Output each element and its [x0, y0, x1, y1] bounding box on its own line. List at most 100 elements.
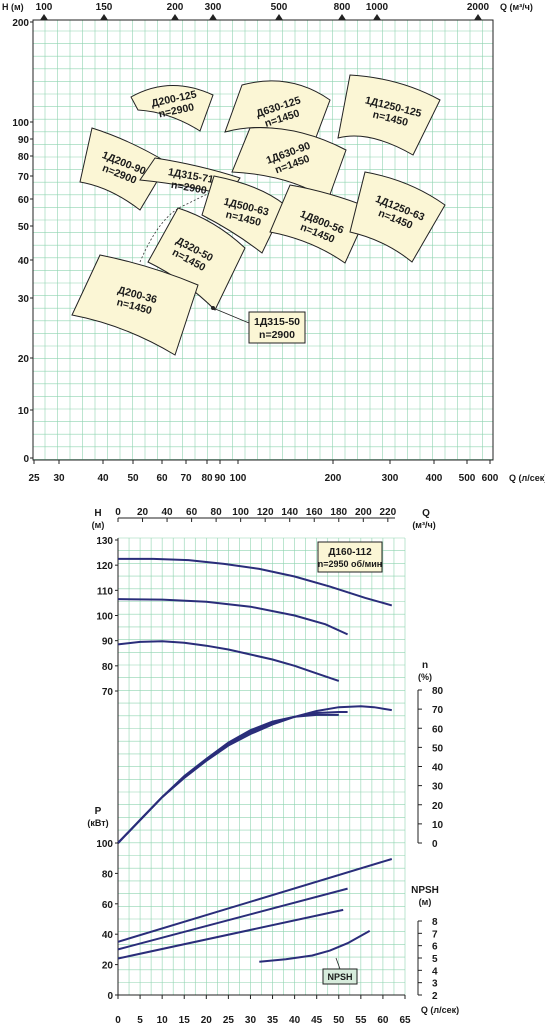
perf-bottom-tick-label: 25: [223, 1015, 235, 1024]
pump-region: [79, 127, 169, 211]
map-y-tick-label: 90: [18, 135, 30, 146]
perf-bottom-tick-label: 30: [245, 1015, 257, 1024]
head-tick-label: 130: [96, 536, 113, 547]
callout-box: [248, 311, 306, 344]
map-bottom-tick-label: 600: [482, 473, 499, 484]
map-top-tick-label: 200: [167, 2, 184, 13]
map-y-tick-label: 100: [12, 118, 29, 129]
perf-title-box: [317, 541, 383, 573]
power-tick-label: 60: [102, 900, 114, 911]
efficiency-tick-label: 20: [432, 801, 444, 812]
perf-bottom-tick-label: 55: [355, 1015, 367, 1024]
map-bottom-tick-label: 400: [426, 473, 443, 484]
perf-bottom-tick-label: 40: [289, 1015, 301, 1024]
map-bottom-axis-title: Q (л/сек): [509, 473, 545, 483]
map-bottom-tick-label: 300: [382, 473, 399, 484]
perf-top-axis-unit: (м³/ч): [412, 520, 435, 530]
map-top-tick-marker: [275, 14, 283, 20]
perf-bottom-tick-label: 65: [399, 1015, 411, 1024]
map-top-tick-marker: [373, 14, 381, 20]
pump-region: [349, 171, 446, 263]
perf-bottom-tick-label: 45: [311, 1015, 323, 1024]
map-y-axis-title: H (м): [2, 2, 24, 12]
map-top-tick-marker: [338, 14, 346, 20]
npsh-tick-label: 4: [432, 966, 438, 977]
map-y-tick-label: 40: [18, 256, 30, 267]
perf-bottom-tick-label: 15: [179, 1015, 191, 1024]
power-axis-unit: (кВт): [87, 818, 108, 828]
npsh-label: NPSH: [327, 972, 352, 982]
map-y-tick-label: 20: [18, 354, 30, 365]
head-tick-label: 70: [102, 687, 114, 698]
npsh-tick-label: 7: [432, 929, 438, 940]
perf-top-tick-label: 220: [379, 507, 396, 518]
head-tick-label: 90: [102, 637, 114, 648]
map-y-tick-label: 80: [18, 152, 30, 163]
map-top-tick-label: 500: [271, 2, 288, 13]
power-tick-label: 80: [102, 869, 114, 880]
perf-top-tick-label: 60: [186, 507, 198, 518]
perf-bottom-tick-label: 35: [267, 1015, 279, 1024]
efficiency-axis-unit: (%): [418, 672, 432, 682]
perf-bottom-tick-label: 5: [137, 1015, 143, 1024]
pump-region: [71, 254, 199, 356]
map-top-tick-marker: [100, 14, 108, 20]
perf-top-tick-label: 140: [281, 507, 298, 518]
efficiency-curve: [117, 713, 339, 844]
perf-subtitle: n=2950 об/мин: [318, 559, 382, 569]
callout-speed: n=2900: [259, 329, 295, 341]
power-curve: [117, 858, 393, 943]
perf-top-tick-label: 120: [257, 507, 274, 518]
head-curve: [118, 557, 393, 607]
map-y-tick-label: 0: [23, 454, 29, 465]
map-bottom-tick-label: 500: [459, 473, 476, 484]
map-bottom-tick-label: 100: [230, 473, 247, 484]
perf-bottom-tick-label: 0: [115, 1015, 121, 1024]
map-top-tick-label: 300: [205, 2, 222, 13]
map-dashed-boundary: [139, 179, 239, 263]
pump-region: [337, 74, 441, 156]
perf-top-tick-label: 80: [211, 507, 223, 518]
perf-top-tick-label: 20: [137, 507, 149, 518]
pump-region: [130, 85, 214, 132]
perf-top-tick-label: 100: [232, 507, 249, 518]
efficiency-tick-label: 60: [432, 724, 444, 735]
pump-region: [147, 207, 246, 311]
perf-bottom-axis-title: Q (л/сек): [421, 1005, 459, 1015]
map-top-tick-marker: [40, 14, 48, 20]
perf-bottom-tick-label: 10: [157, 1015, 169, 1024]
map-y-tick-label: 10: [18, 406, 30, 417]
npsh-tick-label: 3: [432, 979, 438, 990]
perf-top-tick-label: 160: [306, 507, 323, 518]
map-y-tick-label: 50: [18, 222, 30, 233]
map-bottom-tick-label: 40: [97, 473, 109, 484]
map-bottom-tick-label: 50: [127, 473, 139, 484]
head-axis-title: H: [94, 508, 101, 519]
perf-bottom-tick-label: 50: [333, 1015, 345, 1024]
map-top-tick-label: 100: [36, 2, 53, 13]
npsh-axis-unit: (м): [419, 897, 432, 907]
callout-leader: [212, 307, 250, 324]
map-bottom-tick-label: 60: [156, 473, 168, 484]
perf-top-tick-label: 40: [161, 507, 173, 518]
map-y-tick-label: 70: [18, 172, 30, 183]
perf-top-tick-label: 200: [355, 507, 372, 518]
npsh-label-leader: [335, 957, 341, 970]
head-tick-label: 100: [96, 612, 113, 623]
efficiency-tick-label: 70: [432, 705, 444, 716]
map-top-tick-label: 150: [96, 2, 113, 13]
npsh-tick-label: 2: [432, 991, 438, 1002]
power-curve: [117, 887, 348, 951]
head-tick-label: 80: [102, 662, 114, 673]
map-bottom-tick-label: 200: [325, 473, 342, 484]
perf-top-axis-title: Q: [422, 508, 430, 519]
power-tick-label: 40: [102, 930, 114, 941]
power-tick-label: 0: [107, 991, 113, 1002]
efficiency-tick-label: 0: [432, 839, 438, 850]
map-y-tick-label: 60: [18, 195, 30, 206]
map-bottom-tick-label: 70: [180, 473, 192, 484]
callout-name: 1Д315-50: [254, 316, 300, 328]
map-bottom-tick-label: 90: [214, 473, 226, 484]
npsh-curve: [259, 930, 371, 963]
